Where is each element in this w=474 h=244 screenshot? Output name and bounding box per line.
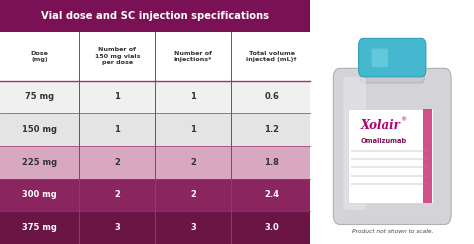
FancyBboxPatch shape xyxy=(0,113,310,146)
Text: 1.8: 1.8 xyxy=(264,158,279,167)
FancyBboxPatch shape xyxy=(372,49,388,67)
Text: 2: 2 xyxy=(114,191,120,199)
FancyBboxPatch shape xyxy=(348,109,433,203)
Text: Number of
150 mg vials
per dose: Number of 150 mg vials per dose xyxy=(95,47,140,65)
Text: 1: 1 xyxy=(114,92,120,101)
FancyBboxPatch shape xyxy=(0,146,310,179)
Text: 1: 1 xyxy=(114,125,120,134)
Text: 2: 2 xyxy=(190,158,196,167)
Text: 2.4: 2.4 xyxy=(264,191,279,199)
Text: 3: 3 xyxy=(115,223,120,232)
FancyBboxPatch shape xyxy=(423,109,432,203)
FancyBboxPatch shape xyxy=(333,68,451,224)
Text: 375 mg: 375 mg xyxy=(22,223,57,232)
Text: Vial dose and SC injection specifications: Vial dose and SC injection specification… xyxy=(41,11,269,21)
FancyBboxPatch shape xyxy=(360,63,424,83)
Text: 1: 1 xyxy=(190,125,196,134)
Text: 0.6: 0.6 xyxy=(264,92,279,101)
Text: 75 mg: 75 mg xyxy=(25,92,55,101)
Text: ®: ® xyxy=(400,117,406,122)
Text: 1.2: 1.2 xyxy=(264,125,279,134)
FancyBboxPatch shape xyxy=(343,77,366,210)
FancyBboxPatch shape xyxy=(0,179,310,211)
FancyBboxPatch shape xyxy=(0,211,310,244)
Text: Product not shown to scale.: Product not shown to scale. xyxy=(352,229,433,234)
Text: 3.0: 3.0 xyxy=(264,223,279,232)
Text: Omalizumab: Omalizumab xyxy=(361,138,407,144)
FancyBboxPatch shape xyxy=(0,0,310,32)
Text: Dose
(mg): Dose (mg) xyxy=(31,51,49,62)
Text: Total volume
injected (mL)†: Total volume injected (mL)† xyxy=(246,51,297,62)
Text: 3: 3 xyxy=(190,223,196,232)
Text: 150 mg: 150 mg xyxy=(22,125,57,134)
Text: 225 mg: 225 mg xyxy=(22,158,57,167)
Text: Xolair: Xolair xyxy=(360,119,401,132)
FancyBboxPatch shape xyxy=(0,32,310,81)
Text: 2: 2 xyxy=(190,191,196,199)
FancyBboxPatch shape xyxy=(358,38,426,77)
Text: 2: 2 xyxy=(114,158,120,167)
Text: 300 mg: 300 mg xyxy=(22,191,57,199)
Text: Number of
injections*: Number of injections* xyxy=(174,51,212,62)
FancyBboxPatch shape xyxy=(0,81,310,113)
Text: 1: 1 xyxy=(190,92,196,101)
